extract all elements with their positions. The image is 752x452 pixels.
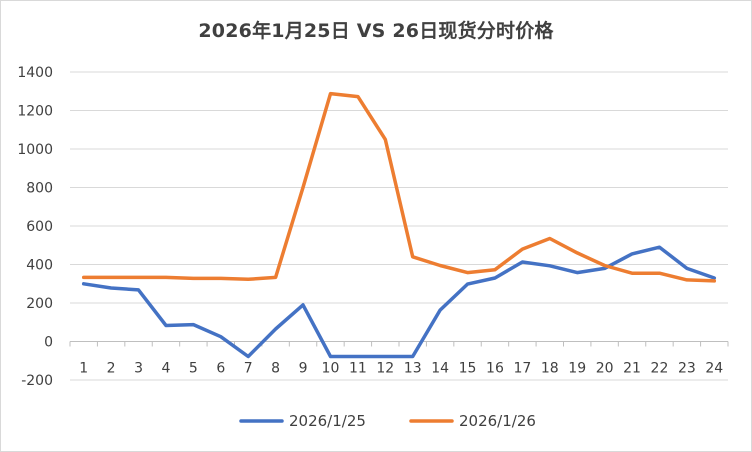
x-tick-label: 24 <box>705 361 723 377</box>
x-tick-label: 23 <box>678 361 696 377</box>
y-tick-label: 0 <box>44 335 53 351</box>
y-tick-label: 400 <box>26 258 53 274</box>
x-tick-label: 16 <box>486 361 504 377</box>
x-tick-label: 4 <box>161 361 170 377</box>
gridlines <box>70 71 728 381</box>
x-tick-label: 7 <box>244 361 253 377</box>
series-line-1 <box>81 245 717 359</box>
y-tick-label: 200 <box>26 296 53 312</box>
x-tick-label: 2 <box>107 361 116 377</box>
legend: 2026/1/25 2026/1/26 <box>239 412 536 430</box>
y-tick-label: 1400 <box>17 65 53 81</box>
x-tick-label: 9 <box>299 361 308 377</box>
x-tick-label: 6 <box>216 361 225 377</box>
x-tick-label: 22 <box>651 361 669 377</box>
x-axis-tick-labels: 1 2 3 4 5 6 7 8 9 10 11 12 13 14 15 16 17 18 19 20 21 22 23 24 <box>79 361 723 377</box>
y-tick-label: -200 <box>21 373 53 389</box>
y-tick-label: 1000 <box>17 142 53 158</box>
y-tick-label: 800 <box>26 181 53 197</box>
x-tick-label: 18 <box>541 361 559 377</box>
series-line-2 <box>81 91 717 283</box>
x-tick-label: 10 <box>322 361 340 377</box>
x-tick-label: 17 <box>513 361 531 377</box>
x-tick-label: 11 <box>349 361 367 377</box>
y-tick-label: 600 <box>26 219 53 235</box>
x-tick-label: 19 <box>568 361 586 377</box>
legend-label-1: 2026/1/25 <box>289 412 366 430</box>
x-tick-label: 20 <box>596 361 614 377</box>
x-tick-label: 21 <box>623 361 641 377</box>
y-tick-label: 1200 <box>17 104 53 120</box>
series-lines <box>81 91 717 359</box>
x-tick-label: 5 <box>189 361 198 377</box>
x-tick-label: 12 <box>376 361 394 377</box>
x-tick-label: 8 <box>271 361 280 377</box>
x-tick-label: 15 <box>459 361 477 377</box>
legend-label-2: 2026/1/26 <box>459 412 536 430</box>
x-axis <box>69 341 729 347</box>
x-tick-label: 3 <box>134 361 143 377</box>
x-tick-label: 13 <box>404 361 422 377</box>
y-axis-tick-labels: -200 0 200 400 600 800 1000 1200 1400 <box>17 65 53 389</box>
chart-title: 2026年1月25日 VS 26日现货分时价格 <box>198 20 554 42</box>
x-tick-label: 14 <box>431 361 449 377</box>
x-tick-label: 1 <box>79 361 88 377</box>
